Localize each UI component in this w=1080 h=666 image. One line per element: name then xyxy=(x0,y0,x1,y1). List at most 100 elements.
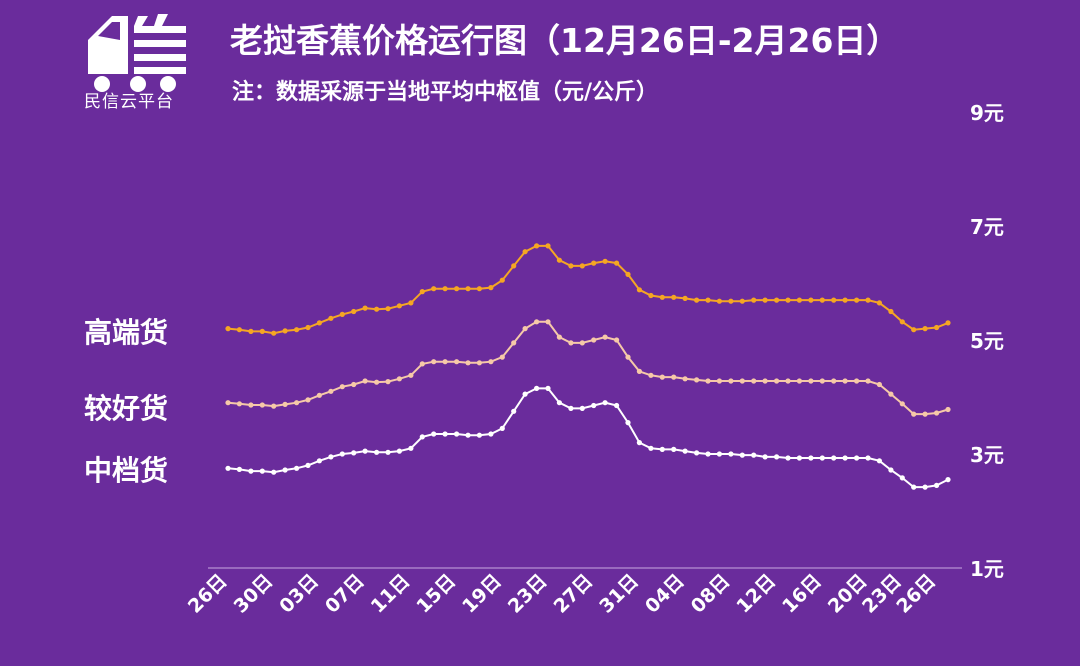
data-point xyxy=(831,378,837,384)
data-point xyxy=(522,326,528,332)
data-point xyxy=(934,410,940,416)
data-point xyxy=(762,454,768,460)
data-point xyxy=(328,315,334,321)
data-point xyxy=(694,297,700,303)
data-point xyxy=(465,286,471,292)
data-point xyxy=(534,319,540,325)
data-point xyxy=(888,391,894,397)
y-tick-label: 5元 xyxy=(970,329,1004,353)
data-point xyxy=(396,376,402,382)
data-point xyxy=(522,249,528,255)
data-point xyxy=(945,477,951,483)
data-point xyxy=(659,294,665,300)
data-point xyxy=(865,378,871,384)
data-point xyxy=(454,359,460,365)
data-point xyxy=(728,451,734,457)
x-tick-label: 27日 xyxy=(550,570,598,618)
data-point xyxy=(659,374,665,380)
data-point xyxy=(945,320,951,326)
data-point xyxy=(716,451,723,457)
data-point xyxy=(945,406,951,413)
data-point xyxy=(819,378,825,384)
data-point xyxy=(705,451,711,457)
data-point xyxy=(294,400,300,406)
data-point xyxy=(328,388,334,394)
data-point xyxy=(648,445,654,451)
data-point xyxy=(488,285,494,291)
data-point xyxy=(534,385,540,391)
data-point xyxy=(751,452,757,458)
chart-subtitle: 注：数据采源于当地平均中枢值（元/公斤） xyxy=(232,80,659,105)
data-point xyxy=(385,306,391,312)
data-point xyxy=(842,297,848,303)
data-point xyxy=(396,303,402,309)
x-tick-label: 11日 xyxy=(367,570,415,618)
data-point xyxy=(671,294,677,300)
data-point xyxy=(636,287,643,293)
x-tick-label: 19日 xyxy=(458,570,506,618)
data-point xyxy=(362,378,368,384)
data-point xyxy=(545,319,551,325)
data-point xyxy=(774,454,780,460)
data-point xyxy=(934,324,940,331)
data-point xyxy=(454,286,460,292)
data-point xyxy=(614,260,620,266)
data-point xyxy=(465,432,471,438)
data-point xyxy=(854,378,860,384)
data-point xyxy=(762,378,768,384)
data-point xyxy=(259,402,265,408)
data-point xyxy=(339,311,345,317)
data-point xyxy=(488,359,494,365)
data-point xyxy=(499,277,505,283)
data-point xyxy=(602,334,608,340)
series-2 xyxy=(225,319,951,417)
x-tick-label: 08日 xyxy=(687,570,735,618)
data-point xyxy=(419,361,425,367)
x-tick-label: 31日 xyxy=(595,570,643,618)
logo-text: 民信云平台 xyxy=(84,92,174,112)
data-point xyxy=(705,378,711,384)
x-tick-label: 12日 xyxy=(732,570,780,618)
x-tick-label: 23日 xyxy=(858,570,906,618)
data-point xyxy=(854,455,860,461)
data-point xyxy=(888,467,894,473)
data-point xyxy=(728,378,734,384)
series-line xyxy=(227,244,949,335)
data-point xyxy=(385,449,391,455)
data-point xyxy=(831,297,837,303)
truck-icon xyxy=(88,14,186,92)
data-point xyxy=(636,440,643,446)
data-point xyxy=(705,297,711,303)
data-point xyxy=(591,402,597,409)
data-point xyxy=(236,401,242,407)
data-point xyxy=(796,455,803,461)
y-tick-label: 1元 xyxy=(970,557,1004,581)
data-point xyxy=(282,401,288,407)
data-point xyxy=(556,400,563,406)
data-point xyxy=(556,257,563,263)
data-point xyxy=(854,297,860,303)
grade-label-low: 中档货 xyxy=(84,454,169,487)
data-point xyxy=(591,260,597,266)
series-3 xyxy=(225,385,951,490)
data-point xyxy=(476,286,482,292)
data-point xyxy=(294,465,300,471)
data-point xyxy=(534,243,540,249)
data-point xyxy=(556,334,563,340)
data-point xyxy=(351,381,357,388)
data-point xyxy=(374,379,380,385)
data-point xyxy=(282,328,288,334)
data-point xyxy=(248,328,254,334)
series-1 xyxy=(225,243,951,336)
data-point xyxy=(785,378,791,384)
data-point xyxy=(579,405,585,411)
data-point xyxy=(271,469,277,475)
data-point xyxy=(442,431,448,437)
data-point xyxy=(225,326,231,332)
data-point xyxy=(648,372,654,378)
data-point xyxy=(671,446,677,452)
data-point xyxy=(385,379,391,385)
data-point xyxy=(294,327,300,333)
data-point xyxy=(648,292,654,299)
